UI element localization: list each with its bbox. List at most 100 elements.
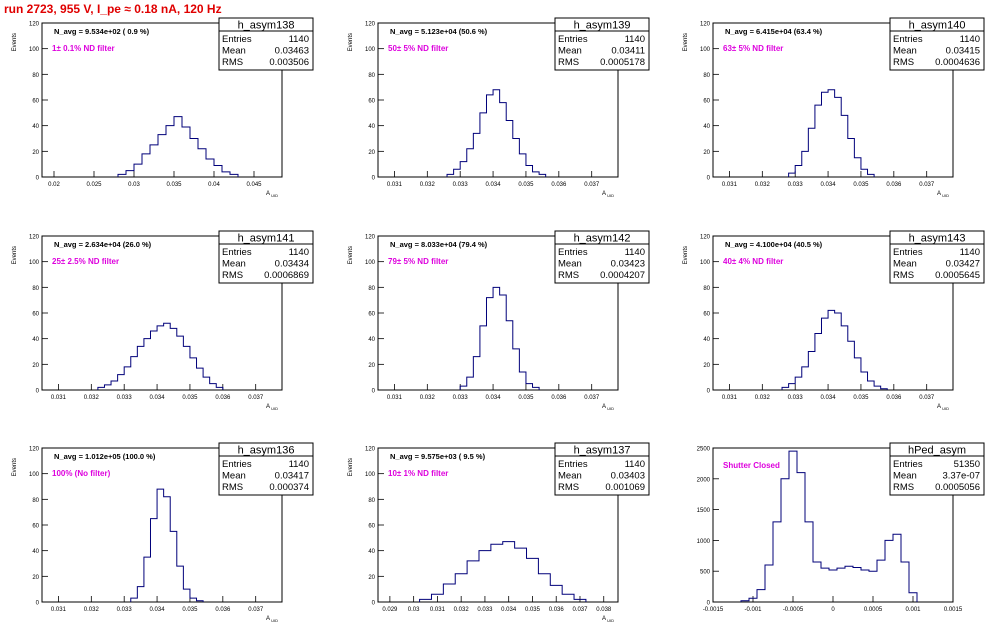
histogram-panel-h_asym140: 0 20 40 60 80 100 120 0.031 0.032 0.033 0.034 0.035… bbox=[683, 17, 985, 198]
histogram-bin bbox=[190, 139, 198, 178]
y-axis-title: Events bbox=[12, 458, 18, 476]
y-tick-label: 1000 bbox=[697, 539, 711, 545]
stats-box bbox=[554, 230, 650, 284]
histogram-bin bbox=[150, 145, 158, 177]
histogram-outline bbox=[459, 286, 540, 390]
histogram-bin bbox=[815, 105, 822, 177]
x-axis-title: AUID bbox=[602, 191, 614, 198]
histogram-panel-h_asym138: 0 20 40 60 80 100 120 0.02 0.025 0.03 0.035 0.04 0.0… bbox=[12, 17, 314, 198]
histogram-bin bbox=[773, 522, 781, 602]
histogram-bin bbox=[795, 165, 802, 177]
stats-value-rms: 0.001069 bbox=[605, 482, 645, 493]
histogram-bin bbox=[835, 97, 842, 177]
stats-value-rms: 0.0005178 bbox=[600, 57, 645, 68]
x-tick-label: 0.036 bbox=[549, 607, 565, 613]
y-tick-label: 80 bbox=[368, 286, 375, 292]
stats-box bbox=[889, 230, 985, 284]
histogram-bin bbox=[142, 154, 150, 177]
y-axis-title: Events bbox=[348, 33, 354, 51]
histogram-bin bbox=[177, 566, 184, 602]
stats-label-entries: Entries bbox=[558, 247, 588, 258]
x-tick-label: 0.034 bbox=[501, 607, 517, 613]
histogram-bin bbox=[203, 377, 210, 390]
histogram-bin bbox=[183, 589, 190, 602]
histogram-bin bbox=[837, 568, 845, 602]
n-avg-label: N_avg = 9.575e+03 ( 9.5 %) bbox=[390, 452, 486, 461]
y-tick-label: 0 bbox=[372, 601, 376, 607]
x-tick-label: 0.03 bbox=[128, 182, 140, 188]
histogram-bin bbox=[157, 489, 164, 602]
histogram-bin bbox=[170, 531, 177, 602]
histogram-bin bbox=[874, 386, 881, 390]
x-axis-title: AUID bbox=[602, 404, 614, 411]
y-tick-label: 40 bbox=[32, 549, 39, 555]
y-tick-label: 60 bbox=[368, 524, 375, 530]
y-tick-label: 120 bbox=[29, 235, 40, 241]
stats-value-entries: 1140 bbox=[289, 34, 309, 45]
stats-box bbox=[889, 442, 985, 496]
histogram-bin bbox=[893, 534, 901, 602]
histogram-bin bbox=[885, 540, 893, 602]
stats-value-mean: 0.03463 bbox=[275, 46, 309, 57]
stats-value-rms: 0.0004636 bbox=[935, 57, 980, 68]
histogram-panel-h_asym137: 0 20 40 60 80 100 120 0.029 0.03 0.031 0.032 0.033 0… bbox=[348, 442, 650, 622]
y-axis-title: Events bbox=[12, 33, 18, 51]
x-tick-label: 0.035 bbox=[853, 182, 869, 188]
x-tick-label: -0.0005 bbox=[783, 607, 804, 613]
x-tick-label: 0.02 bbox=[48, 182, 60, 188]
y-tick-label: 120 bbox=[29, 447, 40, 453]
stats-label-rms: RMS bbox=[222, 482, 243, 493]
x-tick-label: 0.033 bbox=[117, 395, 133, 401]
x-axis-title: AUID bbox=[937, 404, 949, 411]
histogram-bin bbox=[131, 598, 138, 602]
y-tick-label: 40 bbox=[32, 337, 39, 343]
histogram-bin bbox=[480, 113, 487, 177]
histogram-bin bbox=[460, 386, 467, 390]
histogram-bin bbox=[519, 372, 526, 390]
x-axis-title-subscript: UID bbox=[271, 406, 278, 411]
histogram-bin bbox=[757, 590, 765, 602]
y-axis-title: Events bbox=[348, 458, 354, 476]
x-tick-label: 0.04 bbox=[208, 182, 220, 188]
histogram-bin bbox=[479, 551, 491, 602]
stats-label-mean: Mean bbox=[893, 471, 917, 482]
y-tick-label: 120 bbox=[29, 22, 40, 28]
stats-label-mean: Mean bbox=[222, 471, 246, 482]
histogram-bin bbox=[519, 154, 526, 177]
histogram-outline bbox=[117, 116, 239, 177]
histogram-bin bbox=[134, 164, 142, 177]
y-tick-label: 100 bbox=[365, 47, 376, 53]
stats-label-rms: RMS bbox=[558, 482, 579, 493]
stats-box-title: h_asym142 bbox=[574, 233, 631, 245]
filter-annotation: 100% (No filter) bbox=[52, 469, 111, 478]
x-tick-label: 0.037 bbox=[248, 607, 264, 613]
filter-annotation: 1± 0.1% ND filter bbox=[52, 44, 115, 53]
y-tick-label: 40 bbox=[368, 124, 375, 130]
y-axis-title: Events bbox=[683, 246, 689, 264]
y-tick-label: 40 bbox=[368, 549, 375, 555]
x-tick-label: 0.032 bbox=[454, 607, 470, 613]
y-tick-label: 20 bbox=[703, 363, 710, 369]
n-avg-label: N_avg = 6.415e+04 (63.4 %) bbox=[725, 27, 823, 36]
histogram-bin bbox=[765, 565, 773, 602]
filter-annotation: 50± 5% ND filter bbox=[388, 44, 448, 53]
x-axis-title-subscript: UID bbox=[607, 618, 614, 622]
histogram-bin bbox=[164, 323, 171, 390]
stats-value-entries: 1140 bbox=[625, 34, 645, 45]
histogram-bin bbox=[454, 169, 461, 177]
stats-value-mean: 0.03417 bbox=[275, 471, 309, 482]
stats-box-title: h_asym136 bbox=[238, 445, 295, 457]
histogram-bin bbox=[527, 558, 539, 602]
x-tick-label: 0.031 bbox=[51, 395, 67, 401]
histogram-bin bbox=[795, 377, 802, 390]
stats-label-rms: RMS bbox=[222, 270, 243, 281]
histogram-bin bbox=[526, 384, 533, 390]
y-tick-label: 2500 bbox=[697, 447, 711, 453]
histogram-bin bbox=[797, 473, 805, 602]
stats-value-rms: 0.003506 bbox=[269, 57, 309, 68]
x-tick-label: 0.032 bbox=[755, 395, 771, 401]
y-tick-label: 0 bbox=[707, 389, 711, 395]
histogram-bin bbox=[845, 566, 853, 602]
x-axis-title-subscript: UID bbox=[942, 406, 949, 411]
histogram-bin bbox=[182, 127, 190, 177]
